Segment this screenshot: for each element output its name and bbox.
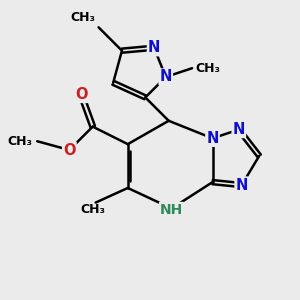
Text: N: N (160, 70, 172, 85)
Text: CH₃: CH₃ (195, 62, 220, 75)
Text: NH: NH (160, 203, 183, 217)
Text: CH₃: CH₃ (70, 11, 96, 24)
Text: N: N (148, 40, 160, 55)
Text: CH₃: CH₃ (8, 135, 33, 148)
Text: CH₃: CH₃ (80, 202, 105, 216)
Text: N: N (232, 122, 245, 137)
Text: O: O (75, 87, 87, 102)
Text: N: N (236, 178, 248, 193)
Text: N: N (206, 131, 219, 146)
Text: O: O (63, 142, 76, 158)
